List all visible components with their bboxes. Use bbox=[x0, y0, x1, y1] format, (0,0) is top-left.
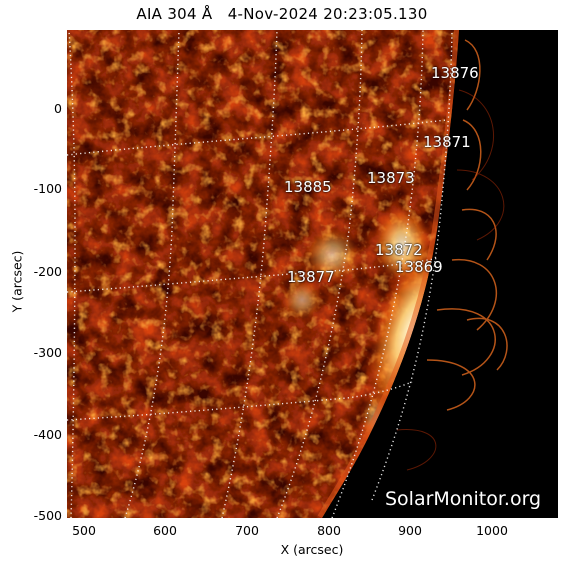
title-time: 20:23:05.130 bbox=[323, 5, 428, 23]
y-tick-neg500: -500 bbox=[33, 508, 62, 523]
title-wavelength: 304 Å bbox=[167, 5, 213, 23]
region-label: 13885 bbox=[284, 178, 332, 196]
region-label: 13877 bbox=[287, 268, 335, 286]
region-label: 13869 bbox=[395, 258, 443, 276]
off-limb-loops bbox=[426, 39, 508, 411]
y-tick-neg300: -300 bbox=[33, 345, 62, 360]
watermark-text: SolarMonitor.org bbox=[385, 488, 542, 510]
x-tick-1000: 1000 bbox=[476, 523, 508, 538]
region-label: 13871 bbox=[423, 133, 471, 151]
solar-image bbox=[67, 30, 558, 518]
title-instrument: AIA bbox=[136, 5, 163, 23]
x-axis-label: X (arcsec) bbox=[280, 542, 344, 557]
solar-image-frame: 13876 13871 13873 13885 13872 13869 1387… bbox=[67, 30, 558, 518]
x-tick-800: 800 bbox=[317, 523, 341, 538]
x-tick-900: 900 bbox=[398, 523, 422, 538]
region-label: 13876 bbox=[431, 64, 479, 82]
y-tick-neg100: -100 bbox=[33, 181, 62, 196]
y-tick-0: 0 bbox=[54, 101, 62, 116]
coordinate-grid bbox=[67, 30, 453, 518]
y-tick-neg400: -400 bbox=[33, 427, 62, 442]
y-tick-neg200: -200 bbox=[33, 264, 62, 279]
x-tick-700: 700 bbox=[235, 523, 259, 538]
x-tick-500: 500 bbox=[72, 523, 96, 538]
y-axis-label: Y (arcsec) bbox=[9, 250, 25, 313]
image-title: AIA 304 Å 4-Nov-2024 20:23:05.130 bbox=[0, 5, 564, 23]
region-label: 13872 bbox=[375, 241, 423, 259]
x-tick-600: 600 bbox=[153, 523, 177, 538]
title-date: 4-Nov-2024 bbox=[227, 5, 319, 23]
region-label: 13873 bbox=[367, 169, 415, 187]
